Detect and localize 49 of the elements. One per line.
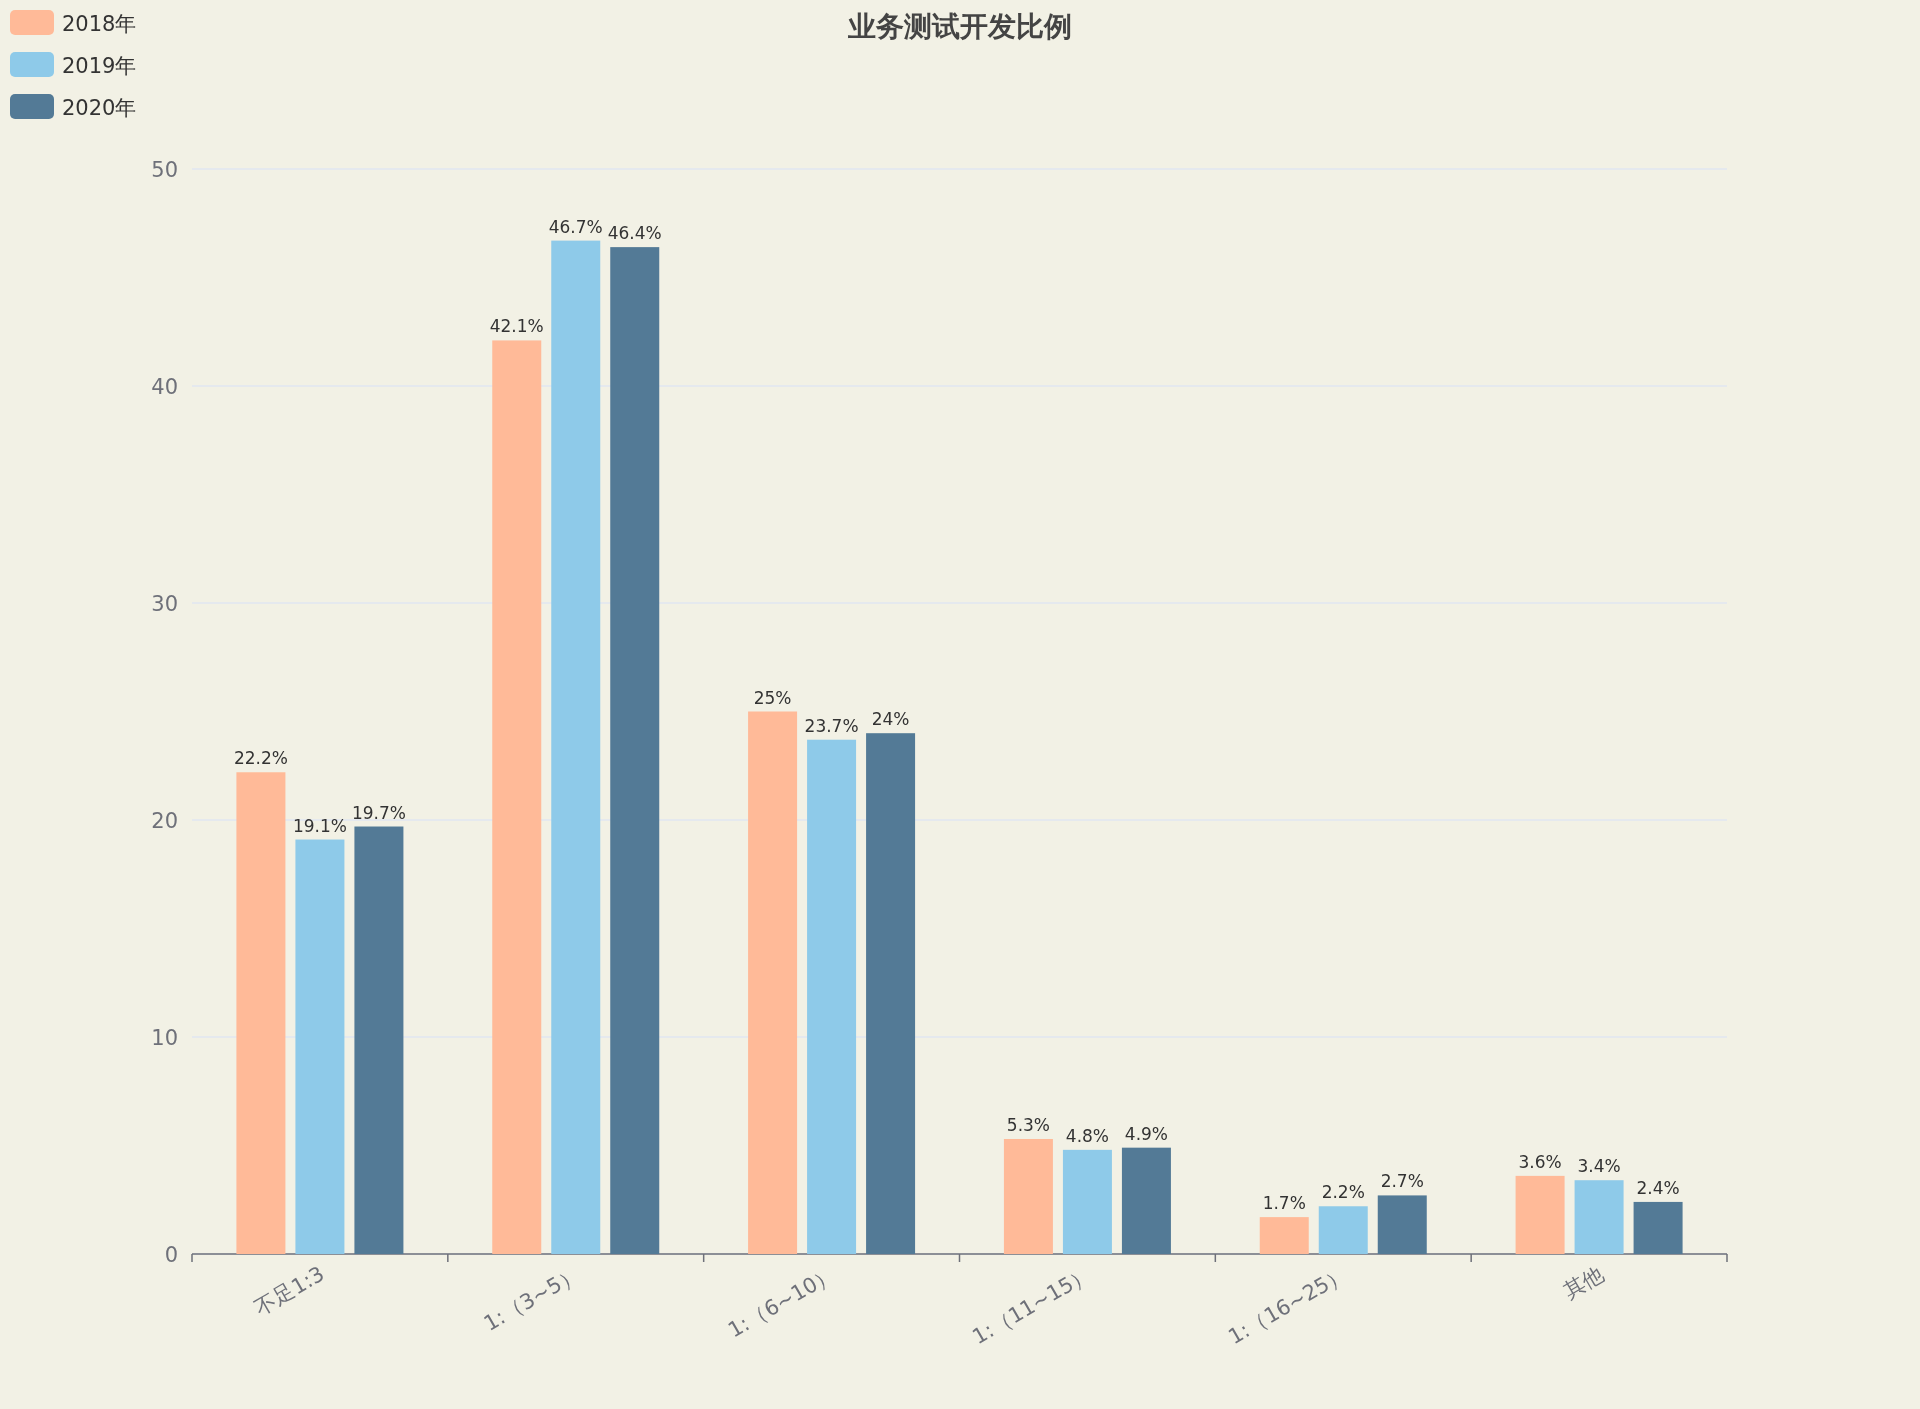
data-label: 1.7% [1262,1193,1306,1214]
data-label: 5.3% [1006,1114,1051,1135]
legend-label: 2019年 [62,54,137,78]
bar [492,340,542,1254]
chart-title: 业务测试开发比例 [847,10,1072,43]
bar [866,733,916,1254]
bar [807,739,857,1254]
data-label: 2.7% [1380,1171,1424,1192]
y-tick-label: 10 [151,1026,178,1050]
bar [610,247,660,1254]
data-label: 4.8% [1065,1125,1110,1146]
bar [1574,1180,1624,1254]
bar [236,772,286,1254]
data-label: 3.6% [1518,1151,1562,1172]
data-label: 4.9% [1124,1123,1169,1144]
bar [295,839,345,1254]
bar [1259,1217,1309,1254]
x-tick-label: 不足1:3 [250,1261,329,1321]
x-tick-label: 1:（3~5） [479,1261,585,1336]
data-label: 46.7% [548,216,603,237]
data-label: 3.4% [1577,1156,1621,1177]
bar [551,240,601,1254]
data-label: 19.7% [351,802,406,823]
y-tick-label: 0 [164,1243,178,1267]
data-label: 2.4% [1636,1177,1680,1198]
bar [1377,1195,1427,1254]
y-tick-label: 50 [151,158,178,182]
bar [1121,1147,1171,1254]
data-label: 24% [871,709,910,730]
bar [354,826,404,1254]
bar [1515,1175,1565,1254]
bar [1003,1138,1053,1254]
bar [1318,1206,1368,1254]
y-tick-label: 30 [151,592,178,616]
data-label: 2.2% [1321,1182,1365,1203]
legend-label: 2018年 [62,12,137,36]
bar [1633,1201,1683,1254]
bar [748,711,798,1254]
data-label: 23.7% [804,715,859,736]
data-label: 19.1% [292,815,347,836]
data-label: 22.2% [233,748,288,769]
x-tick-label: 其他 [1559,1261,1608,1304]
legend-label: 2020年 [62,96,137,120]
y-tick-label: 20 [151,809,178,833]
bar [1062,1149,1112,1254]
data-label: 25% [753,687,792,708]
y-tick-label: 40 [151,375,178,399]
data-label: 42.1% [489,316,544,337]
data-label: 46.4% [607,223,662,244]
